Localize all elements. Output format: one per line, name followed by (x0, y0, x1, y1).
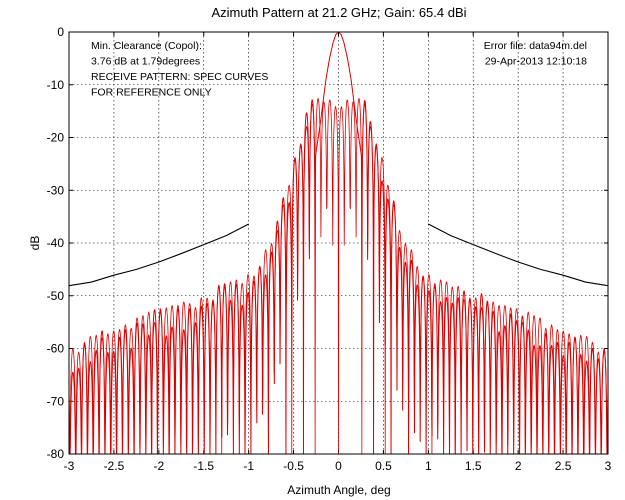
x-tick-label: 0.5 (375, 459, 392, 473)
annotation-left-line: FOR REFERENCE ONLY (91, 87, 212, 99)
annotation-left-line: Min. Clearance (Copol): (91, 40, 202, 52)
spec-curve-line (68, 223, 249, 287)
annotation-left-line: 3.76 dB at 1.79degrees (91, 56, 200, 68)
x-tick-label: 2 (515, 459, 522, 473)
y-axis-label: dB (28, 236, 42, 251)
spec-curve-line (428, 223, 609, 287)
y-tick-label: -60 (47, 342, 65, 356)
x-tick-label: 1 (425, 459, 432, 473)
x-tick-label: -2.5 (104, 459, 125, 473)
chart-title: Azimuth Pattern at 21.2 GHz; Gain: 65.4 … (211, 5, 466, 20)
x-axis-label: Azimuth Angle, deg (287, 483, 390, 497)
annotation-right-line: Error file: data94m.del (484, 40, 587, 52)
y-tick-label: -10 (47, 78, 65, 92)
annotation-left-line: RECEIVE PATTERN: SPEC CURVES (91, 71, 268, 83)
y-tick-label: -50 (47, 289, 65, 303)
y-tick-label: 0 (57, 25, 64, 39)
x-tick-label: 3 (605, 459, 612, 473)
y-tick-label: -40 (47, 236, 65, 250)
x-tick-label: -0.5 (283, 459, 304, 473)
x-tick-label: 2.5 (555, 459, 572, 473)
y-tick-label: -70 (47, 394, 65, 408)
x-tick-label: -1.5 (193, 459, 214, 473)
annotation-right-line: 29-Apr-2013 12:10:18 (485, 56, 587, 68)
annotations: Min. Clearance (Copol): 3.76 dB at 1.79de… (91, 40, 587, 99)
x-tick-label: 1.5 (465, 459, 482, 473)
y-tick-label: -20 (47, 131, 65, 145)
y-tick-label: -80 (47, 447, 65, 461)
plot-frame (68, 31, 609, 455)
axis-ticks: -3 -2.5 -2 -1.5 -1 -0.5 0 0.5 1 1.5 2 2.5 3 0 -10 -20 -3… (47, 25, 612, 473)
x-tick-label: -3 (64, 459, 75, 473)
x-tick-label: -1 (243, 459, 254, 473)
y-tick-label: -30 (47, 183, 65, 197)
x-tick-label: -2 (153, 459, 164, 473)
x-tick-label: 0 (335, 459, 342, 473)
